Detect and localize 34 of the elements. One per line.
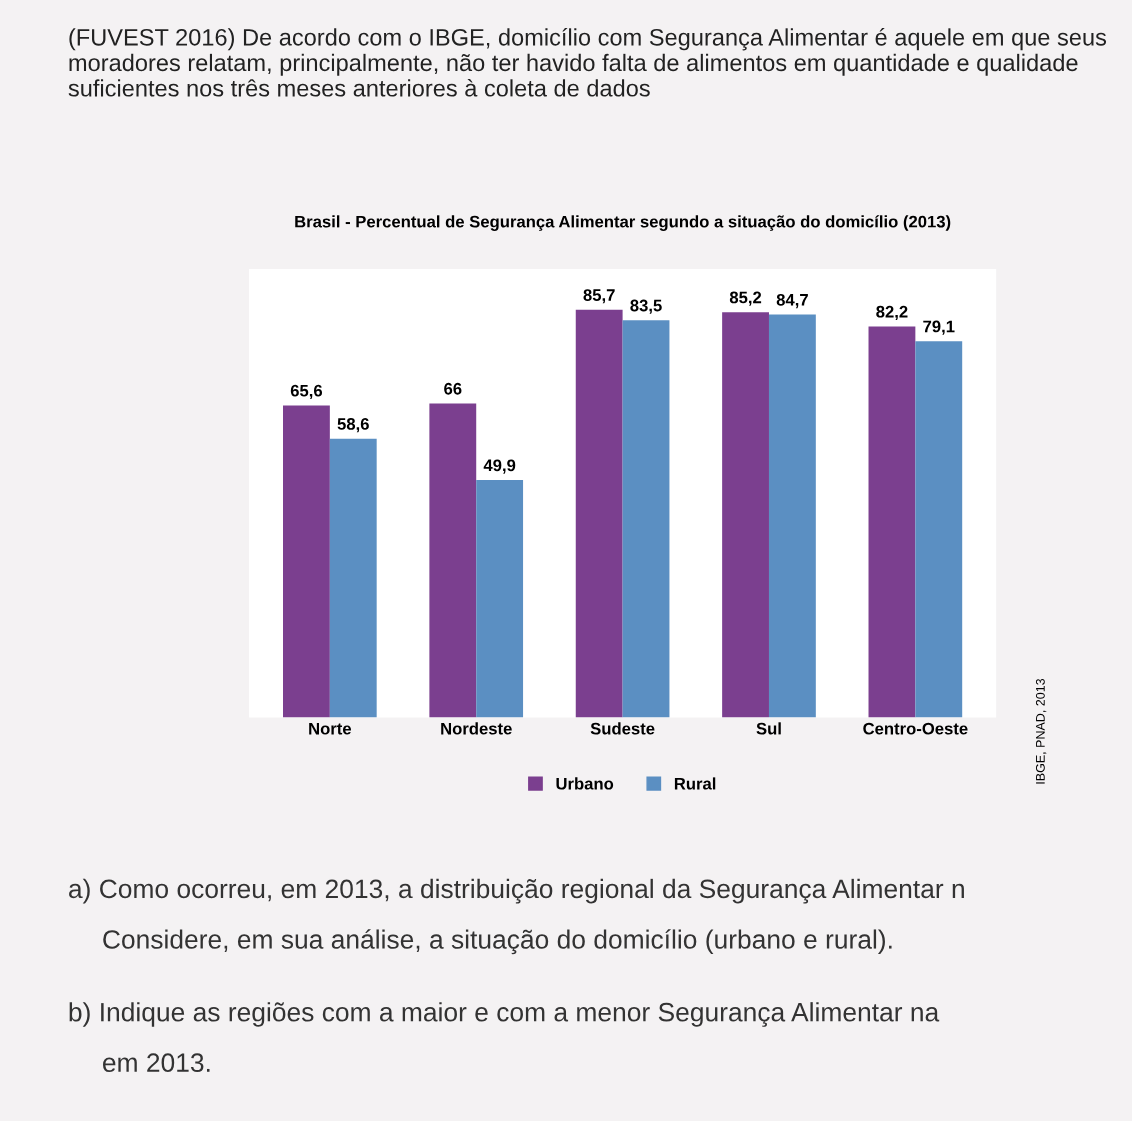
text: b) Indique as regiões com a maior e com a menor Segurança Alimentar na xyxy=(69,1002,940,1027)
bar xyxy=(768,314,816,718)
chart-title: Brasil - Percentual de Segurança Alimentar segundo a situação do domicílio (2013) xyxy=(295,215,951,231)
bar xyxy=(429,403,477,718)
bar xyxy=(329,438,377,718)
legend-label: Urbano xyxy=(556,777,614,790)
text: IBGE, PNAD, 2013 xyxy=(1035,678,1047,784)
bar xyxy=(575,309,623,718)
bar xyxy=(868,326,916,718)
data-label: 82,2 xyxy=(876,305,908,321)
legend-label: Rural xyxy=(674,777,716,790)
data-label: 85,7 xyxy=(583,289,615,304)
x-tick-label: Sul xyxy=(756,722,781,735)
chart-subtitle: (FUVEST 2016) De acordo com o IBGE, domicílio com Segurança Alimentar é aquele em que seus moradores relatam, principalmente, não ter havido falta de alimentos em quantidade e qualidade suficientes nos três meses anteriores à coleta de dados xyxy=(68,28,1107,97)
x-tick-label: Nordeste xyxy=(441,722,512,735)
text: a) Como ocorreu, em 2013, a distribuição regional da Segurança Alimentar n xyxy=(69,878,964,904)
bar xyxy=(283,405,330,718)
text: Considere, em sua análise, a situação do domicílio (urbano e rural). xyxy=(103,929,892,955)
data-label: 84,7 xyxy=(776,293,808,309)
bar xyxy=(622,320,670,718)
data-label: 66 xyxy=(444,382,462,395)
bar xyxy=(476,480,524,718)
data-label: 85,2 xyxy=(729,291,762,306)
data-label: 58,6 xyxy=(337,418,369,433)
x-tick-label: Sudeste xyxy=(590,722,655,735)
data-label: 65,6 xyxy=(290,384,323,399)
data-label: 49,9 xyxy=(483,459,516,474)
bar xyxy=(722,312,769,718)
bar xyxy=(915,341,963,718)
text: em 2013. xyxy=(103,1053,210,1073)
x-tick-label: Norte xyxy=(309,722,352,735)
data-label: 83,5 xyxy=(630,299,662,314)
x-tick-label: Centro-Oeste xyxy=(863,722,968,735)
data-label: 79,1 xyxy=(923,320,955,335)
